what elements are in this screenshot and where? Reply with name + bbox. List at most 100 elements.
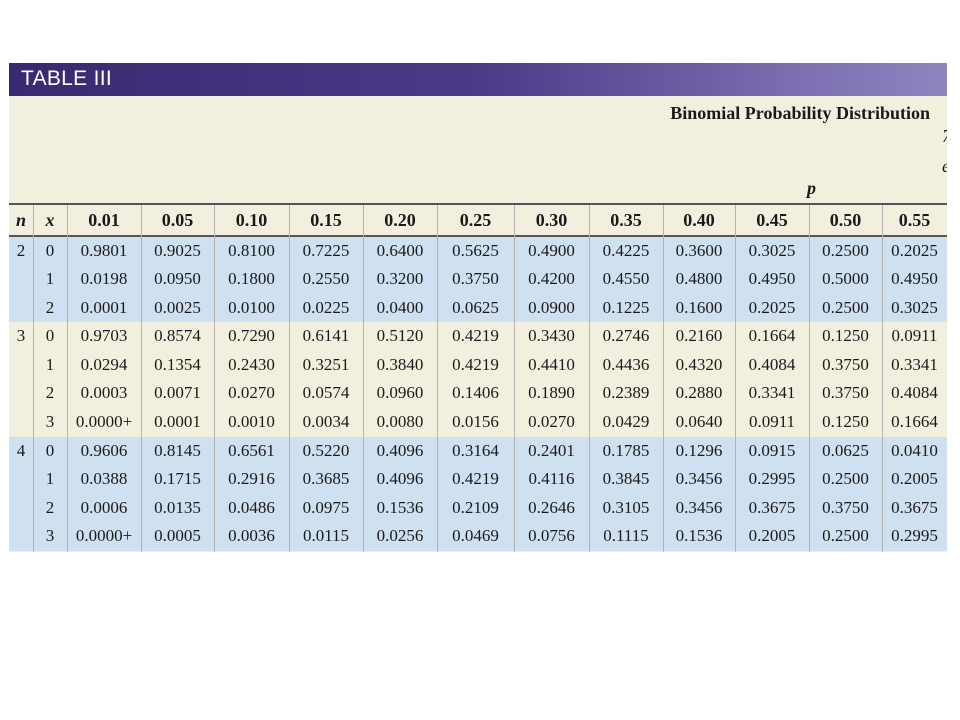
column-header-p: 0.05 — [161, 210, 194, 230]
column-header-p: 0.35 — [610, 210, 642, 230]
header-bottom-rule — [9, 235, 947, 237]
probability-cell: 0.0388 — [80, 469, 128, 489]
distribution-title: Binomial Probability Distribution — [670, 103, 930, 123]
probability-cell: 0.2160 — [675, 326, 723, 346]
probability-cell: 0.2746 — [602, 326, 650, 346]
column-header-p: 0.55 — [898, 210, 931, 230]
probability-cell: 0.3750 — [452, 269, 499, 289]
probability-cell: 0.8100 — [228, 240, 275, 260]
probability-cell: 0.7225 — [302, 240, 350, 260]
probability-cell: 0.3750 — [822, 383, 869, 403]
probability-cell: 0.9801 — [80, 240, 128, 260]
probability-cell: 0.4900 — [528, 240, 575, 260]
probability-cell: 0.0198 — [80, 269, 128, 289]
probability-cell: 0.4550 — [602, 269, 650, 289]
probability-cell: 0.1115 — [603, 526, 649, 546]
probability-cell: 0.4950 — [891, 269, 938, 289]
column-separator — [663, 205, 664, 552]
column-header-p: 0.50 — [829, 210, 862, 230]
probability-cell: 0.2880 — [675, 383, 723, 403]
probability-cell: 0.0756 — [528, 526, 575, 546]
probability-cell: 0.1354 — [154, 354, 201, 374]
probability-cell: 0.2500 — [822, 469, 869, 489]
probability-cell: 0.0036 — [228, 526, 275, 546]
probability-cell: 0.3840 — [376, 354, 424, 374]
probability-cell: 0.1715 — [154, 469, 201, 489]
probability-cell: 0.0100 — [228, 297, 275, 317]
probability-cell: 0.3685 — [302, 469, 350, 489]
probability-cell: 0.2401 — [528, 440, 575, 460]
probability-cell: 0.0574 — [302, 383, 350, 403]
probability-cell: 0.9025 — [154, 240, 201, 260]
probability-cell: 0.0256 — [376, 526, 424, 546]
column-header-p: 0.30 — [535, 210, 568, 230]
probability-cell: 0.1890 — [528, 383, 575, 403]
column-separator — [141, 205, 142, 552]
clipped-edge-text: 7 e — [942, 121, 947, 181]
probability-cell: 0.3845 — [602, 469, 650, 489]
probability-cell: 0.2500 — [822, 526, 869, 546]
column-header-p: 0.45 — [756, 210, 788, 230]
probability-cell: 0.0915 — [748, 440, 796, 460]
column-header-p: 0.20 — [384, 210, 416, 230]
probability-cell: 0.2550 — [302, 269, 350, 289]
probability-cell: 0.5220 — [302, 440, 350, 460]
probability-cell: 0.0911 — [891, 326, 938, 346]
probability-cell: 0.3600 — [675, 240, 723, 260]
probability-cell: 0.3675 — [748, 497, 796, 517]
column-header-n: n — [15, 210, 26, 230]
n-value-cell: 2 — [16, 240, 26, 260]
clipped-edge-line-2: e — [942, 151, 947, 181]
n-value-cell: 3 — [16, 326, 26, 346]
probability-cell: 0.1250 — [822, 326, 869, 346]
probability-cell: 0.0410 — [891, 440, 938, 460]
column-header-p: 0.10 — [235, 210, 268, 230]
probability-cell: 0.3456 — [675, 497, 723, 517]
probability-cell: 0.0005 — [154, 526, 201, 546]
probability-cell: 0.4200 — [528, 269, 575, 289]
probability-cell: 0.1536 — [376, 497, 424, 517]
probability-cell: 0.4096 — [376, 469, 424, 489]
probability-cell: 0.4410 — [528, 354, 575, 374]
column-separator — [735, 205, 736, 552]
probability-cell: 0.0000+ — [75, 412, 133, 432]
probability-cell: 0.5000 — [822, 269, 869, 289]
probability-cell: 0.5120 — [376, 326, 424, 346]
probability-cell: 0.1296 — [675, 440, 723, 460]
probability-cell: 0.3025 — [748, 240, 796, 260]
probability-cell: 0.0270 — [528, 412, 575, 432]
probability-cell: 0.4219 — [452, 326, 499, 346]
probability-cell: 0.2995 — [891, 526, 938, 546]
p-label: p — [807, 178, 816, 198]
probability-cell: 0.1664 — [891, 412, 938, 432]
probability-cell: 0.3025 — [891, 297, 938, 317]
probability-cell: 0.6561 — [228, 440, 275, 460]
probability-cell: 0.0960 — [376, 383, 424, 403]
x-value-cell: 2 — [45, 383, 55, 403]
probability-cell: 0.1225 — [602, 297, 650, 317]
probability-cell: 0.0080 — [376, 412, 424, 432]
probability-cell: 0.3750 — [822, 497, 869, 517]
column-separator — [67, 205, 68, 552]
probability-cell: 0.0270 — [228, 383, 275, 403]
column-separator — [33, 205, 34, 552]
column-header-p: 0.15 — [310, 210, 342, 230]
probability-cell: 0.3430 — [528, 326, 575, 346]
column-separator — [363, 205, 364, 552]
row-group-n3: 3 0 0.9703 0.8574 0.7290 0.6141 0.5120 0.4219 0.… — [9, 322, 947, 437]
x-value-cell: 2 — [45, 497, 55, 517]
probability-cell: 0.1664 — [748, 326, 796, 346]
probability-cell: 0.0429 — [602, 412, 650, 432]
probability-cell: 0.2389 — [602, 383, 650, 403]
probability-cell: 0.0071 — [154, 383, 201, 403]
probability-cell: 0.8574 — [154, 326, 201, 346]
probability-cell: 0.2025 — [748, 297, 796, 317]
probability-cell: 0.2500 — [822, 240, 869, 260]
clipped-edge-line-1: 7 — [942, 121, 947, 151]
binomial-table: TABLE III Binomial Probability Distribut… — [9, 63, 947, 552]
probability-cell: 0.2005 — [748, 526, 796, 546]
table-number-title: TABLE III — [21, 67, 113, 90]
probability-cell: 0.4320 — [675, 354, 723, 374]
probability-cell: 0.2005 — [891, 469, 938, 489]
probability-cell: 0.0400 — [376, 297, 424, 317]
